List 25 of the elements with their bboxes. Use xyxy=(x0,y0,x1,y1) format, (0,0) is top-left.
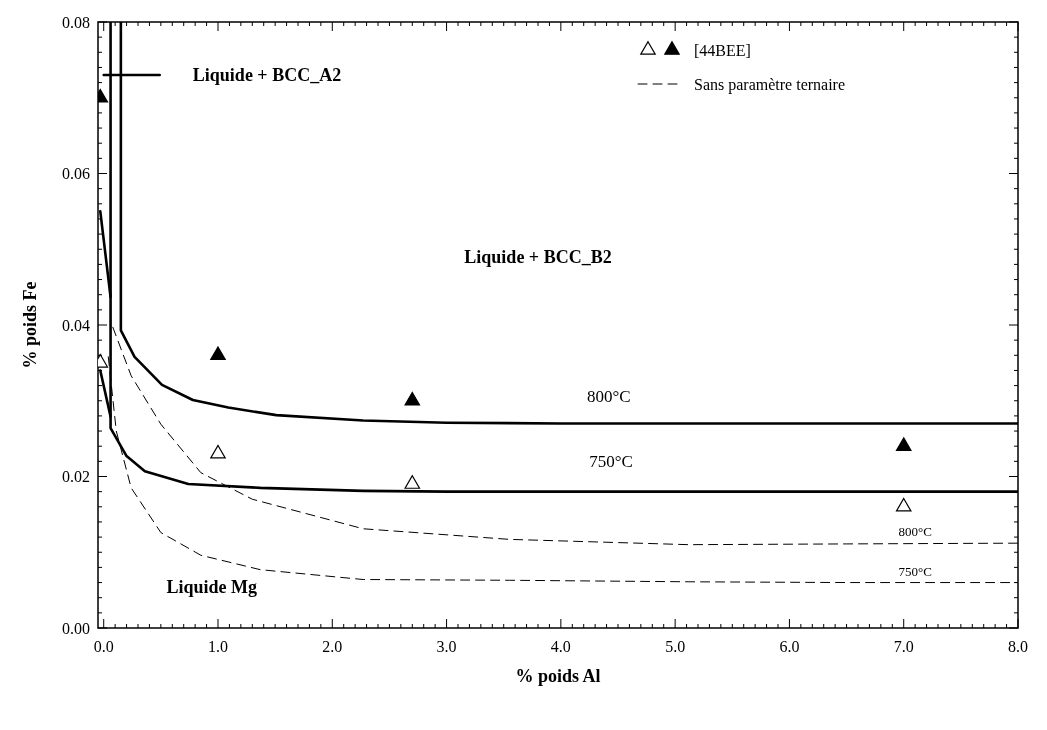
annotation: Liquide + BCC_A2 xyxy=(192,65,342,86)
y-tick-label: 0.08 xyxy=(62,13,90,31)
x-tick-label: 4.0 xyxy=(550,638,571,655)
annotation: Liquide + BCC_B2 xyxy=(464,247,612,268)
x-tick-label: 2.0 xyxy=(322,638,343,655)
x-axis-title: % poids Al xyxy=(515,666,601,686)
annotation: 750°C xyxy=(898,564,932,580)
legend-label: [44BEE] xyxy=(694,41,751,59)
y-tick-label: 0.06 xyxy=(62,165,90,183)
x-tick-label: 3.0 xyxy=(436,638,457,655)
y-tick-label: 0.00 xyxy=(62,619,90,637)
x-tick-label: 0.0 xyxy=(93,638,114,655)
x-tick-label: 1.0 xyxy=(208,638,228,655)
y-axis-title: % poids Fe xyxy=(20,281,40,369)
annotation: 800°C xyxy=(898,523,932,539)
x-tick-label: 7.0 xyxy=(893,638,914,655)
x-tick-label: 5.0 xyxy=(665,638,686,655)
y-tick-label: 0.02 xyxy=(62,468,90,486)
y-tick-label: 0.04 xyxy=(62,316,90,334)
annotation: Liquide Mg xyxy=(166,576,258,597)
legend-label: Sans paramètre ternaire xyxy=(694,75,846,94)
annotation: 800°C xyxy=(587,387,631,407)
x-tick-label: 8.0 xyxy=(1008,638,1028,655)
annotation: 750°C xyxy=(589,451,633,471)
x-tick-label: 6.0 xyxy=(779,638,800,655)
